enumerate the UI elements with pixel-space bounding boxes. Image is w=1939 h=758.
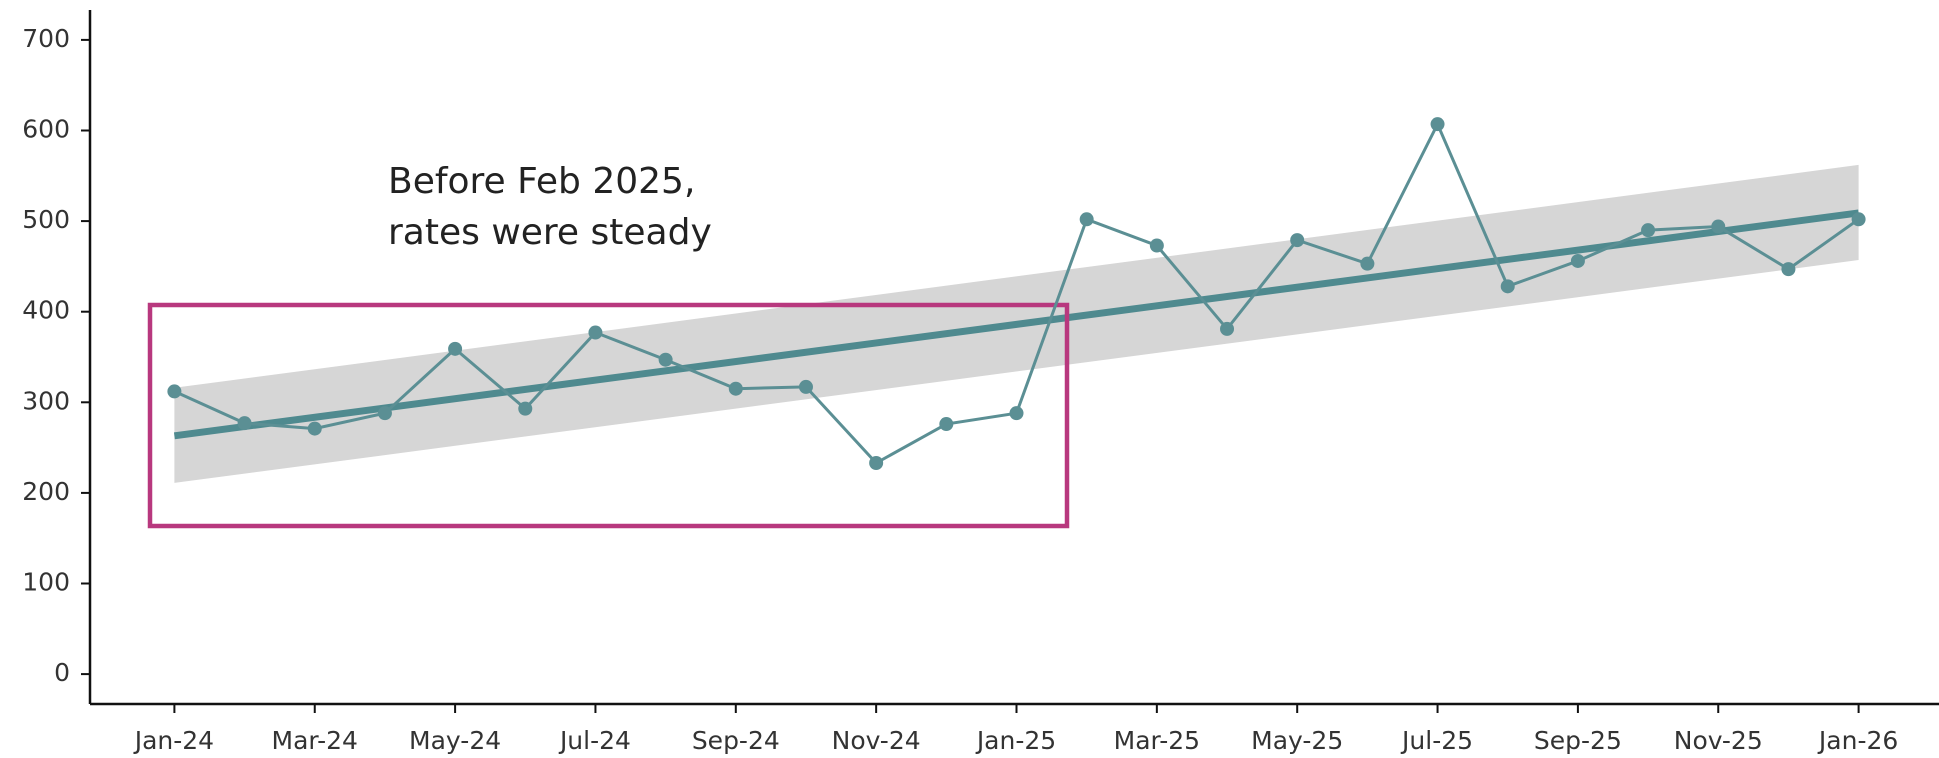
x-tick-label: May-25 [1251, 726, 1343, 755]
y-tick-label: 0 [54, 658, 70, 687]
data-point [1500, 279, 1515, 294]
data-point [939, 417, 954, 432]
data-point [798, 379, 813, 394]
y-tick-label: 400 [22, 296, 70, 325]
data-point [307, 421, 322, 436]
data-point [1290, 233, 1305, 248]
data-point [1079, 212, 1094, 227]
y-tick-label: 500 [22, 205, 70, 234]
x-tick-label: Jan-25 [975, 726, 1056, 755]
y-tick-label: 200 [22, 477, 70, 506]
data-point [237, 416, 252, 431]
data-point [1220, 321, 1235, 336]
x-tick-label: Jul-24 [558, 726, 631, 755]
x-tick-label: Mar-25 [1114, 726, 1200, 755]
highlight-box [147, 302, 1070, 529]
data-point [518, 401, 533, 416]
data-point [658, 352, 673, 367]
x-tick-label: Jan-26 [1817, 726, 1898, 755]
data-point [1781, 262, 1796, 277]
data-point [1641, 223, 1656, 238]
x-tick-label: Sep-24 [692, 726, 780, 755]
y-tick-label: 100 [22, 568, 70, 597]
data-point [1711, 219, 1726, 234]
y-tick-label: 700 [22, 24, 70, 53]
x-tick-label: Jul-25 [1400, 726, 1473, 755]
x-tick-label: Nov-25 [1674, 726, 1763, 755]
data-point [1360, 256, 1375, 271]
data-point [869, 456, 884, 471]
annotation: rates were steady [388, 212, 712, 253]
data-point [448, 341, 463, 356]
trend-line [173, 209, 1860, 440]
data-point [588, 325, 603, 340]
data-point [1430, 117, 1445, 132]
data-point [728, 381, 743, 396]
y-tick-label: 300 [22, 386, 70, 415]
y-tick-label: 600 [22, 114, 70, 143]
data-point [1149, 238, 1164, 253]
data-point [1009, 406, 1024, 421]
data-point [1570, 253, 1585, 268]
x-tick-label: Nov-24 [832, 726, 921, 755]
x-tick-label: May-24 [409, 726, 501, 755]
x-tick-label: Mar-24 [272, 726, 358, 755]
x-tick-label: Jan-24 [133, 726, 214, 755]
data-point [1851, 212, 1866, 227]
annotation: Before Feb 2025, [388, 161, 695, 202]
data-point [167, 384, 182, 399]
data-point [377, 406, 392, 421]
x-tick-label: Sep-25 [1534, 726, 1622, 755]
